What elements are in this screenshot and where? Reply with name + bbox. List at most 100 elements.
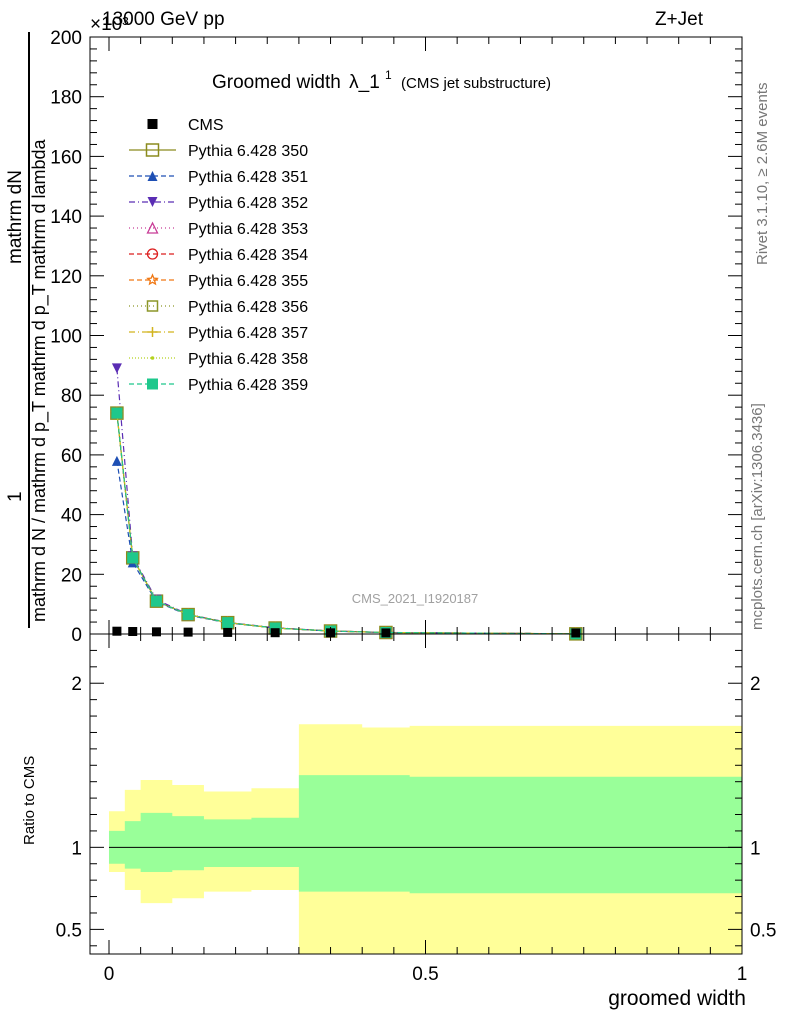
series-line (116, 413, 576, 635)
legend-marker (147, 171, 158, 181)
y-tick-label: 140 (50, 207, 82, 228)
series-3 (111, 363, 581, 639)
ratio-y-axis-label: Ratio to CMS (21, 755, 38, 845)
y-tick-label: 100 (50, 327, 82, 348)
legend-item-6: Pythia 6.428 355 (129, 273, 308, 290)
series-10 (111, 407, 582, 640)
legend-marker (147, 197, 158, 207)
series-4 (110, 406, 582, 640)
x-tick-label: 0.5 (412, 964, 438, 985)
ratio-tick-label-right: 1 (750, 838, 761, 859)
y-tick-label: 180 (50, 88, 82, 109)
ratio-tick-label: 0.5 (56, 920, 82, 941)
ratio-tick-label-right: 0.5 (750, 920, 776, 941)
series-line (116, 413, 576, 635)
cms-data-points (112, 626, 581, 638)
legend-item-4: Pythia 6.428 353 (129, 221, 308, 238)
y-tick-label: 60 (61, 446, 82, 467)
y-tick-label: 160 (50, 147, 82, 168)
legend-label: Pythia 6.428 357 (188, 325, 308, 342)
y-tick-label: 40 (61, 506, 82, 527)
cms-point (128, 627, 138, 637)
series-point (111, 455, 122, 466)
y-label-numerator: mathrm dN (5, 170, 26, 264)
legend-label: Pythia 6.428 359 (188, 377, 308, 394)
series-point (182, 609, 194, 621)
series-line (116, 413, 576, 635)
legend-item-9: Pythia 6.428 358 (129, 351, 308, 368)
plot-title-note: (CMS jet substructure) (401, 75, 551, 92)
analysis-id-label: CMS_2021_I1920187 (352, 591, 479, 606)
legend-label: Pythia 6.428 353 (188, 221, 308, 238)
legend-item-2: Pythia 6.428 351 (129, 169, 308, 186)
legend-item-5: Pythia 6.428 354 (129, 247, 308, 264)
y-tick-label: 200 (50, 28, 82, 49)
series-point (127, 552, 139, 564)
series-6 (110, 406, 583, 640)
rivet-label: Rivet 3.1.10, ≥ 2.6M events (754, 82, 771, 266)
exponent-label: ×10³ (90, 14, 129, 35)
ratio-tick-label-right: 2 (750, 674, 761, 695)
mc-series-group (110, 363, 583, 641)
legend-item-cms: CMS (147, 117, 224, 134)
legend-label: Pythia 6.428 356 (188, 299, 308, 316)
legend-label: Pythia 6.428 358 (188, 351, 308, 368)
series-line (116, 413, 576, 635)
ratio-uncertainty-bands (108, 724, 742, 954)
legend-item-10: Pythia 6.428 359 (129, 377, 308, 394)
legend-item-7: Pythia 6.428 356 (129, 299, 308, 316)
series-point (111, 363, 122, 374)
legend: CMS Pythia 6.428 350 Pythia 6.428 351 Pythi… (129, 117, 308, 394)
legend-label: CMS (188, 117, 224, 134)
cms-point (270, 628, 280, 638)
legend-marker (146, 300, 159, 312)
legend-marker (150, 356, 155, 360)
y-label-denominator: mathrm d N / mathrm d p_T mathrm d p_T m… (29, 139, 49, 623)
plot-title: Groomed width λ_1 1 (CMS jet substructur… (212, 63, 551, 93)
ratio-panel-frame (89, 633, 743, 955)
cms-point (571, 628, 581, 638)
series-8 (111, 408, 581, 639)
mcplots-label: mcplots.cern.ch [arXiv:1306.3436] (749, 403, 766, 630)
series-1 (110, 406, 583, 641)
legend-item-3: Pythia 6.428 352 (129, 195, 308, 212)
legend-marker (147, 327, 158, 337)
legend-marker (146, 273, 159, 286)
series-line (116, 368, 576, 635)
series-point (150, 595, 162, 607)
series-9 (115, 411, 578, 636)
ratio-inner-band (108, 775, 742, 894)
energy-label: 13000 GeV pp (102, 9, 225, 30)
series-line (116, 413, 576, 635)
series-line (116, 413, 576, 635)
series-5 (111, 407, 582, 640)
y-tick-label: 0 (71, 625, 82, 646)
series-line (116, 413, 576, 635)
legend-marker (147, 119, 158, 129)
cms-point (183, 627, 193, 637)
series-line (116, 413, 576, 635)
main-y-axis-label: 1 mathrm dN mathrm d N / mathrm d p_T ma… (4, 30, 49, 630)
y-tick-label: 20 (61, 565, 82, 586)
legend-marker (147, 378, 158, 390)
x-tick-label: 1 (737, 964, 748, 985)
series-point (222, 617, 234, 629)
legend-marker (145, 143, 160, 157)
legend-item-1: Pythia 6.428 350 (129, 143, 308, 160)
ratio-tick-label: 1 (71, 838, 82, 859)
process-label: Z+Jet (654, 9, 703, 30)
cms-point (223, 627, 233, 637)
plot-title-main: Groomed width (212, 72, 341, 93)
plot-title-lambda: λ_1 (349, 72, 380, 93)
x-axis-label: groomed width (608, 987, 746, 1010)
plot-title-super: 1 (385, 68, 392, 82)
legend-label: Pythia 6.428 354 (188, 247, 308, 264)
legend-label: Pythia 6.428 355 (188, 273, 308, 290)
series-point (111, 407, 123, 419)
legend-label: Pythia 6.428 351 (188, 169, 308, 186)
y-tick-label: 80 (61, 386, 82, 407)
legend-label: Pythia 6.428 350 (188, 143, 308, 160)
legend-item-8: Pythia 6.428 357 (129, 325, 308, 342)
ratio-tick-label: 2 (71, 674, 82, 695)
